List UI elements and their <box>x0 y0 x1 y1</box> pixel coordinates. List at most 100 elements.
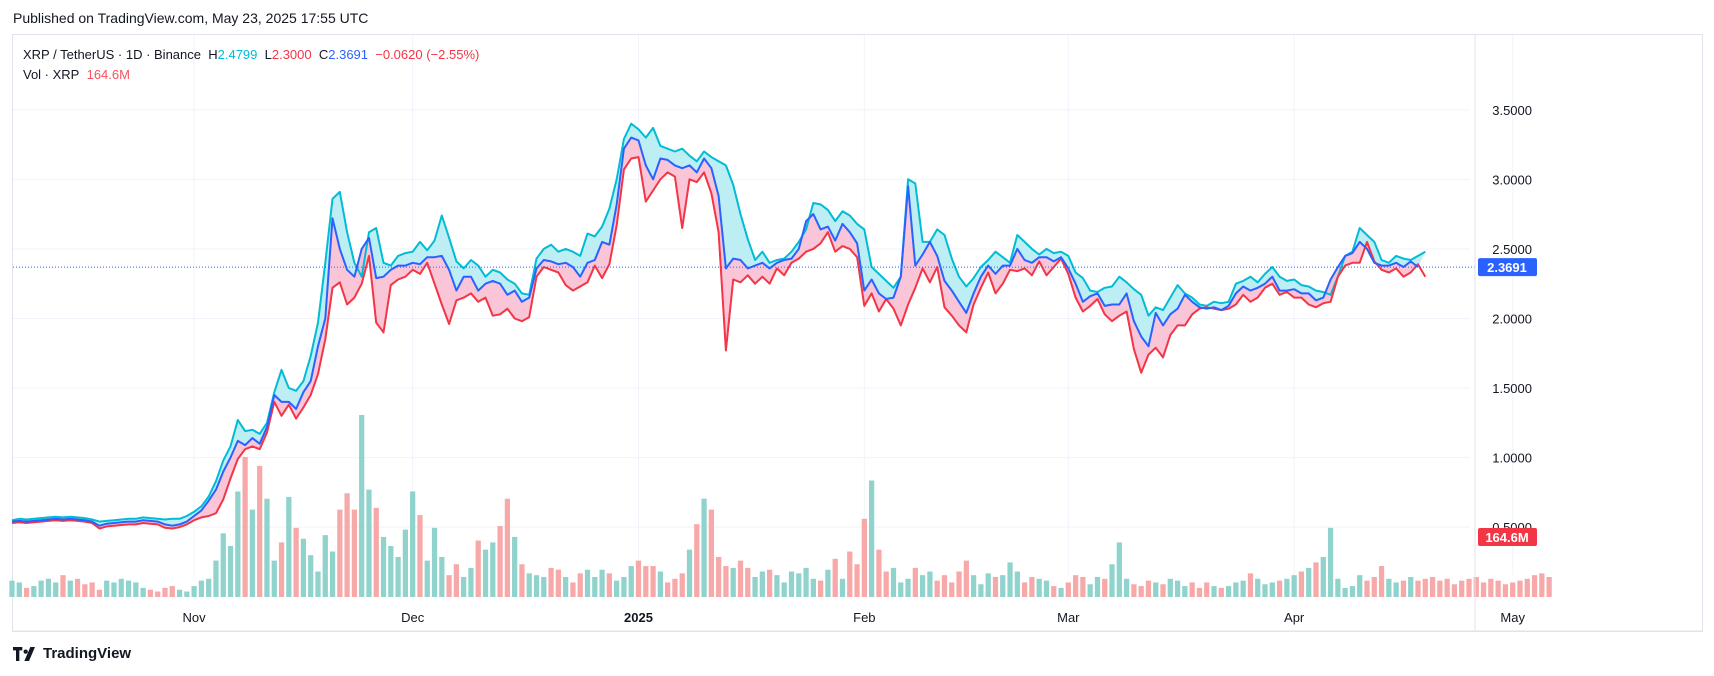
volume-bar <box>1422 578 1428 597</box>
legend-row-price: XRP / TetherUS · 1D · Binance H2.4799 L2… <box>23 45 479 65</box>
volume-bar <box>1480 582 1487 597</box>
x-tick-label: May <box>1500 610 1525 625</box>
volume-bar <box>752 576 758 597</box>
volume-bar <box>118 578 124 597</box>
volume-bar <box>737 560 744 597</box>
volume-bar <box>410 491 416 597</box>
volume-bar <box>38 580 44 597</box>
volume-bar <box>869 480 875 597</box>
high-line <box>11 122 1426 523</box>
y-tick-label: 3.0000 <box>1492 172 1532 187</box>
volume-bar <box>686 549 693 597</box>
volume-bar <box>745 567 751 597</box>
y-tick-label: 1.0000 <box>1492 451 1532 466</box>
volume-bar <box>1160 584 1166 597</box>
volume-bar <box>533 575 540 597</box>
close-label: C <box>318 47 329 62</box>
volume-bar <box>155 591 161 597</box>
volume-bar <box>184 591 190 597</box>
last-price-label: 2.3691 <box>1487 260 1527 275</box>
volume-bar <box>876 549 882 597</box>
volume-bar <box>1393 582 1399 597</box>
volume-bar <box>1065 582 1071 597</box>
volume-bar <box>1488 578 1494 597</box>
volume-bar <box>1408 576 1414 597</box>
volume-bar <box>635 560 642 597</box>
volume-bar <box>16 582 22 597</box>
volume-bar <box>599 569 605 597</box>
volume-bar <box>1313 562 1319 597</box>
volume-bar <box>1371 576 1377 597</box>
volume-bar <box>890 567 897 597</box>
volume-bar <box>351 509 358 597</box>
volume-bar <box>643 566 649 597</box>
volume-bar <box>329 551 336 597</box>
volume-bar <box>716 556 722 597</box>
volume-bar <box>1357 575 1363 597</box>
volume-bar <box>1145 580 1152 597</box>
footer-brand[interactable]: TradingView <box>13 645 131 662</box>
volume-bar <box>985 573 991 597</box>
volume-bar <box>1014 571 1020 597</box>
volume-bar <box>300 538 307 597</box>
y-tick-label: 1.5000 <box>1492 381 1532 396</box>
volume-bar <box>453 564 460 597</box>
volume-bar <box>74 578 81 597</box>
volume-bar <box>60 575 66 597</box>
symbol-label[interactable]: XRP / TetherUS · 1D · Binance <box>23 47 201 62</box>
volume-bar <box>227 546 234 597</box>
volume-bar <box>1473 576 1479 597</box>
volume-bar <box>1080 576 1086 597</box>
volume-bar <box>104 580 110 597</box>
volume-bar <box>475 540 481 597</box>
volume-bar <box>1087 584 1093 597</box>
volume-bar <box>9 580 15 597</box>
volume-bar <box>774 575 780 597</box>
close-low-fill <box>12 137 1426 529</box>
volume-bar <box>497 526 503 597</box>
volume-bar <box>803 567 809 597</box>
volume-bar <box>1109 564 1115 597</box>
volume-bar <box>701 498 707 597</box>
volume-bar <box>1284 578 1290 597</box>
volume-bar <box>111 582 117 597</box>
volume-bar <box>213 560 219 597</box>
volume-bar <box>424 560 430 597</box>
volume-tag-label: 164.6M <box>1485 530 1528 545</box>
volume-bar <box>490 542 496 597</box>
volume-bar <box>905 578 911 597</box>
volume-bar <box>278 542 285 597</box>
volume-bar <box>133 582 139 597</box>
volume-bar <box>191 586 197 597</box>
volume-bar <box>67 580 73 597</box>
volume-bar <box>1218 587 1224 597</box>
volume-bar <box>373 507 379 597</box>
volume-value: 164.6M <box>86 67 130 82</box>
x-tick-label: Mar <box>1057 610 1080 625</box>
volume-bar <box>31 586 37 597</box>
volume-bars <box>9 415 1552 597</box>
volume-bar <box>898 582 904 597</box>
volume-bar <box>1211 586 1217 597</box>
volume-bar <box>162 587 168 597</box>
low-label: L <box>264 47 272 62</box>
legend-row-volume: Vol · XRP 164.6M <box>23 65 479 85</box>
volume-bar <box>854 564 860 597</box>
volume-bar <box>1247 573 1254 597</box>
volume-tag <box>1478 528 1537 546</box>
volume-bar <box>380 536 387 597</box>
close-value: 2.3691 <box>328 47 369 62</box>
volume-bar <box>169 586 175 597</box>
volume-bar <box>563 576 569 597</box>
volume-bar <box>548 567 554 597</box>
volume-label[interactable]: Vol · XRP <box>23 67 80 82</box>
volume-bar <box>825 569 831 597</box>
volume-bar <box>1517 580 1523 597</box>
volume-bar <box>1174 580 1181 597</box>
volume-bar <box>417 515 423 597</box>
volume-bar <box>1342 587 1348 597</box>
volume-bar <box>621 576 627 597</box>
high-label: H <box>208 47 218 62</box>
volume-bar <box>672 578 678 597</box>
